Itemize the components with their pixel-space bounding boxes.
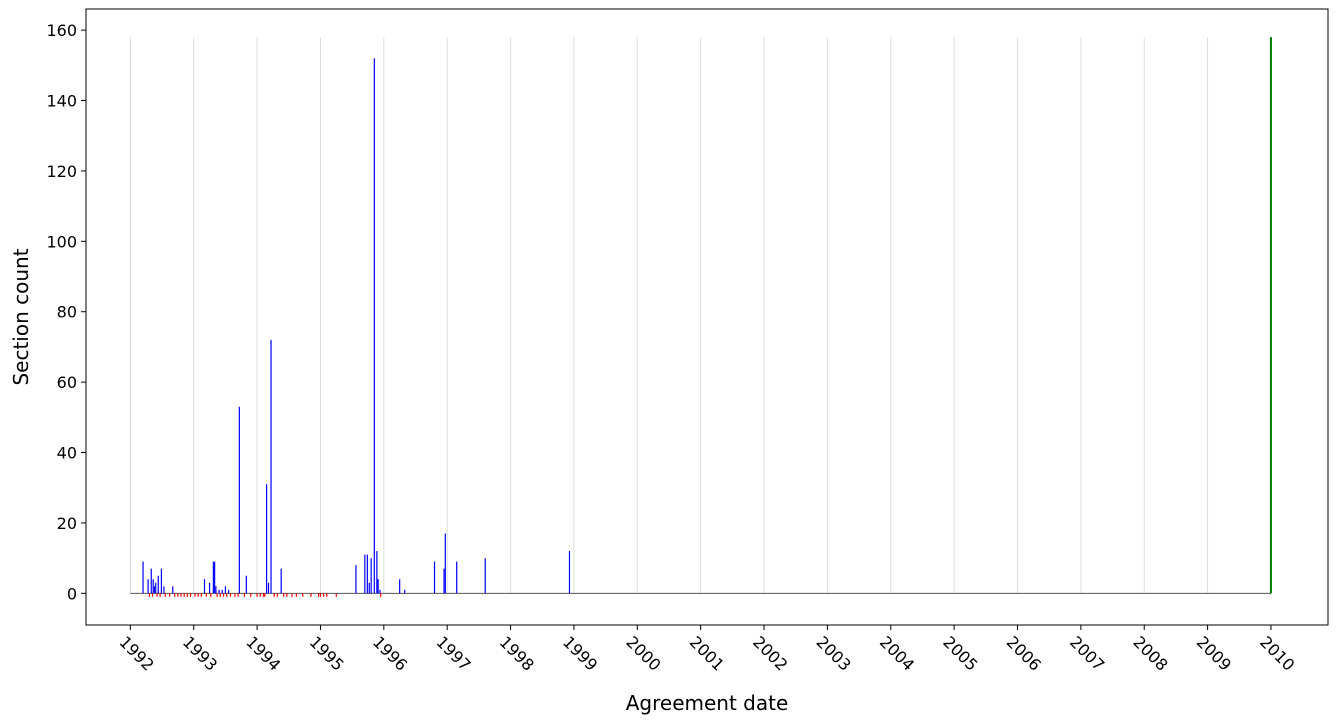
y-tick-label: 80 <box>57 303 77 322</box>
y-tick-label: 140 <box>46 92 77 111</box>
bars <box>130 37 1272 597</box>
y-axis-ticks: 0 20 40 60 80 100 120 140 160 <box>46 21 86 603</box>
y-axis-label: Section count <box>9 248 33 385</box>
y-tick-label: 120 <box>46 162 77 181</box>
y-tick-label: 60 <box>57 373 77 392</box>
x-axis-label: Agreement date <box>626 691 789 715</box>
y-tick-label: 0 <box>67 584 77 603</box>
y-tick-label: 160 <box>46 21 77 40</box>
y-tick-label: 40 <box>57 444 77 463</box>
plot-frame <box>85 8 1329 626</box>
gridlines <box>129 37 1272 594</box>
y-tick-label: 20 <box>57 514 77 533</box>
y-tick-label: 100 <box>46 232 77 251</box>
